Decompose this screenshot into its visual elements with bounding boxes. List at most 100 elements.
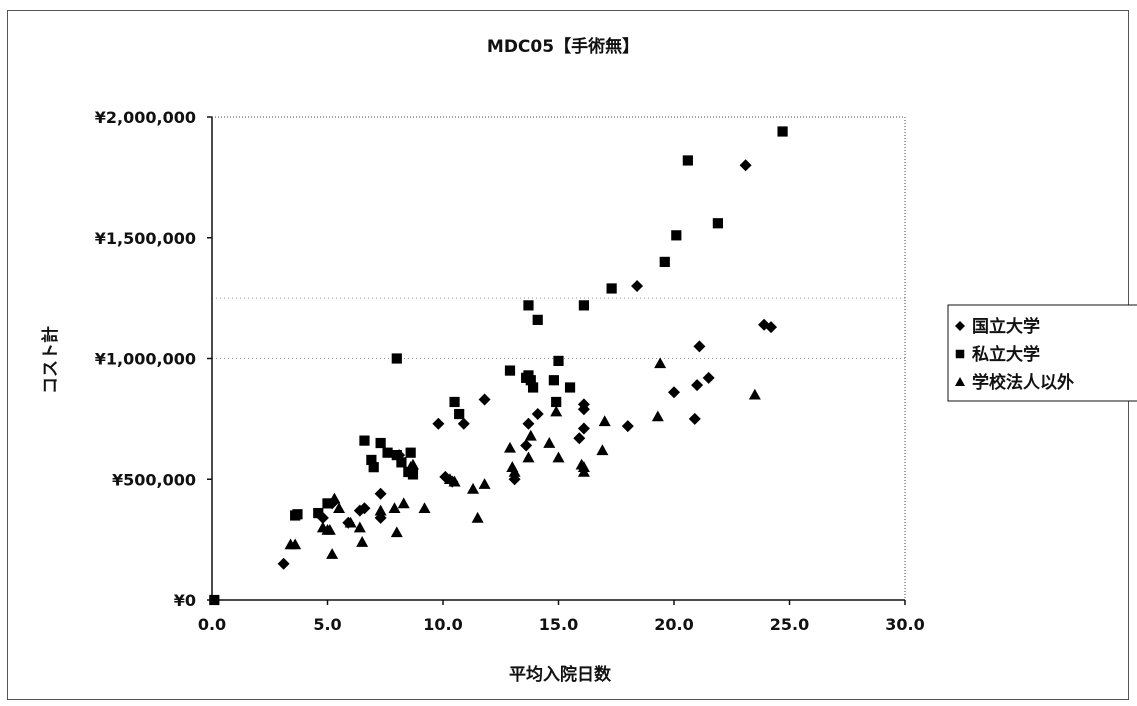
data-point-diamond bbox=[739, 159, 752, 172]
data-point-square bbox=[682, 155, 693, 166]
data-point-triangle bbox=[333, 502, 346, 514]
data-point-triangle bbox=[356, 536, 369, 547]
legend-marker-triangle bbox=[955, 377, 965, 386]
data-point-diamond bbox=[531, 408, 544, 421]
legend-label: 国立大学 bbox=[972, 316, 1040, 337]
data-point-diamond bbox=[621, 420, 634, 433]
data-point-triangle bbox=[524, 429, 537, 441]
data-point-square bbox=[527, 382, 539, 393]
data-point-triangle bbox=[328, 492, 341, 504]
data-point-diamond bbox=[432, 417, 445, 430]
legend-box bbox=[947, 304, 1137, 402]
data-point-square bbox=[322, 498, 333, 509]
data-point-diamond bbox=[358, 502, 371, 515]
data-point-square bbox=[313, 507, 324, 519]
data-point-diamond bbox=[277, 557, 290, 570]
y-tick-label: ¥2,000,000 bbox=[95, 108, 196, 127]
data-point-square bbox=[382, 447, 393, 458]
legend-marker-diamond bbox=[955, 321, 965, 331]
data-point-square bbox=[396, 457, 407, 468]
data-point-diamond bbox=[577, 398, 590, 411]
data-point-square bbox=[504, 365, 516, 376]
data-point-diamond bbox=[374, 487, 387, 500]
y-tick-label: ¥1,000,000 bbox=[95, 350, 196, 369]
data-point-square bbox=[407, 469, 419, 480]
data-point-square bbox=[553, 355, 564, 367]
x-axis-label: 平均入院日数 bbox=[509, 664, 612, 685]
data-point-triangle bbox=[289, 538, 302, 550]
y-tick-label: ¥1,500,000 bbox=[95, 229, 196, 248]
data-point-triangle bbox=[326, 548, 339, 559]
data-point-square bbox=[209, 594, 220, 606]
data-point-square bbox=[391, 450, 402, 461]
data-point-triangle bbox=[448, 475, 461, 487]
data-point-square bbox=[375, 437, 386, 449]
data-point-square bbox=[405, 447, 416, 458]
data-point-triangle bbox=[748, 388, 761, 400]
data-point-diamond bbox=[577, 422, 590, 435]
data-point-diamond bbox=[668, 386, 680, 399]
data-point-diamond bbox=[573, 432, 586, 445]
data-point-diamond bbox=[522, 417, 535, 430]
data-point-triangle bbox=[418, 502, 431, 514]
data-point-diamond bbox=[693, 340, 706, 353]
data-point-triangle bbox=[651, 410, 664, 422]
data-point-triangle bbox=[388, 502, 401, 514]
data-point-square bbox=[449, 396, 460, 408]
data-point-triangle bbox=[471, 511, 484, 523]
data-point-triangle bbox=[374, 504, 387, 516]
data-point-diamond bbox=[478, 393, 491, 406]
chart-title: MDC05【手術無】 bbox=[487, 36, 639, 57]
data-point-diamond bbox=[631, 280, 644, 293]
x-tick-label: 10.0 bbox=[423, 615, 462, 634]
data-point-square bbox=[578, 300, 590, 311]
data-point-triangle bbox=[543, 437, 556, 448]
legend-label: 私立大学 bbox=[972, 344, 1040, 365]
x-tick-label: 0.0 bbox=[198, 615, 226, 634]
data-point-diamond bbox=[702, 371, 715, 384]
x-tick-label: 30.0 bbox=[885, 615, 924, 634]
data-point-triangle bbox=[596, 444, 609, 456]
data-point-square bbox=[368, 462, 379, 473]
data-point-triangle bbox=[522, 451, 535, 463]
data-point-diamond bbox=[765, 321, 778, 334]
data-point-square bbox=[454, 408, 465, 420]
x-tick-label: 15.0 bbox=[539, 615, 578, 634]
data-point-square bbox=[532, 314, 543, 325]
data-point-triangle bbox=[467, 482, 480, 494]
data-point-triangle bbox=[323, 523, 336, 535]
data-point-diamond bbox=[691, 379, 704, 392]
data-point-square bbox=[671, 230, 682, 241]
data-point-diamond bbox=[688, 412, 701, 425]
legend-marker-square bbox=[955, 349, 965, 359]
data-point-triangle bbox=[654, 357, 667, 369]
x-tick-label: 5.0 bbox=[313, 615, 341, 634]
data-point-triangle bbox=[397, 497, 410, 509]
data-point-square bbox=[606, 283, 617, 294]
data-point-triangle bbox=[344, 516, 357, 528]
data-point-triangle bbox=[353, 521, 366, 533]
data-point-triangle bbox=[503, 441, 516, 453]
y-tick-label: ¥500,000 bbox=[112, 470, 196, 489]
data-point-square bbox=[777, 126, 788, 137]
x-tick-label: 20.0 bbox=[654, 615, 693, 634]
data-point-triangle bbox=[550, 405, 563, 417]
data-point-square bbox=[366, 454, 377, 466]
data-point-square bbox=[712, 218, 723, 229]
data-point-triangle bbox=[508, 466, 521, 477]
data-point-square bbox=[525, 375, 536, 386]
data-point-diamond bbox=[520, 439, 533, 452]
data-point-square bbox=[359, 435, 370, 446]
data-point-triangle bbox=[577, 466, 590, 477]
data-point-diamond bbox=[457, 417, 470, 430]
data-point-square bbox=[391, 353, 402, 364]
data-point-triangle bbox=[552, 451, 565, 463]
data-point-square bbox=[659, 256, 670, 267]
data-point-triangle bbox=[390, 526, 403, 538]
data-point-square bbox=[523, 300, 534, 311]
data-point-triangle bbox=[598, 415, 611, 427]
x-tick-label: 25.0 bbox=[770, 615, 809, 634]
data-point-triangle bbox=[478, 478, 491, 489]
